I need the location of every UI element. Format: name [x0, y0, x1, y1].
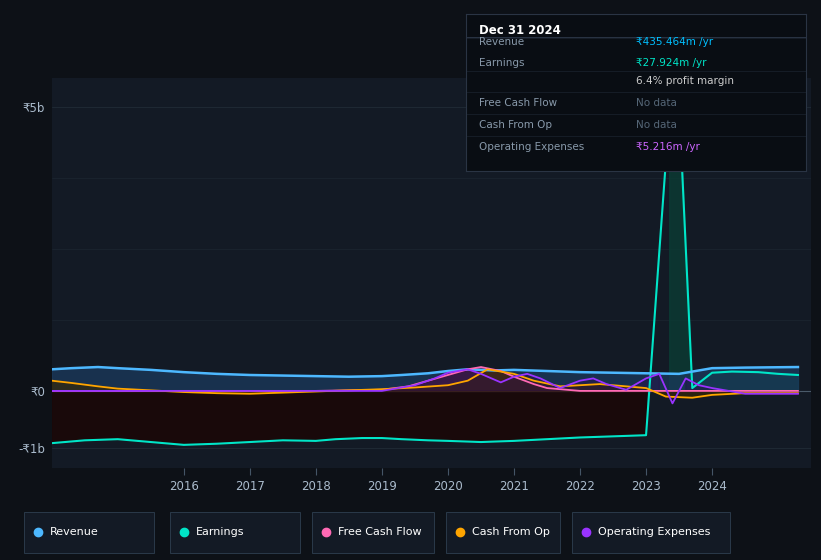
Text: Earnings: Earnings: [196, 527, 245, 537]
Text: Cash From Op: Cash From Op: [479, 120, 553, 130]
FancyBboxPatch shape: [572, 512, 730, 553]
Text: No data: No data: [635, 120, 677, 130]
Text: Free Cash Flow: Free Cash Flow: [338, 527, 422, 537]
Text: Operating Expenses: Operating Expenses: [479, 142, 585, 152]
Text: Earnings: Earnings: [479, 58, 525, 68]
Text: ₹27.924m /yr: ₹27.924m /yr: [635, 58, 706, 68]
FancyBboxPatch shape: [312, 512, 434, 553]
Text: Free Cash Flow: Free Cash Flow: [479, 99, 557, 109]
Text: Cash From Op: Cash From Op: [472, 527, 550, 537]
Text: Revenue: Revenue: [479, 37, 525, 47]
FancyBboxPatch shape: [446, 512, 560, 553]
Text: Revenue: Revenue: [50, 527, 99, 537]
Text: 6.4% profit margin: 6.4% profit margin: [635, 76, 734, 86]
Text: No data: No data: [635, 99, 677, 109]
Text: ₹435.464m /yr: ₹435.464m /yr: [635, 37, 713, 47]
Text: Operating Expenses: Operating Expenses: [598, 527, 710, 537]
Text: Dec 31 2024: Dec 31 2024: [479, 24, 561, 37]
Text: ₹5.216m /yr: ₹5.216m /yr: [635, 142, 699, 152]
FancyBboxPatch shape: [25, 512, 154, 553]
FancyBboxPatch shape: [170, 512, 300, 553]
